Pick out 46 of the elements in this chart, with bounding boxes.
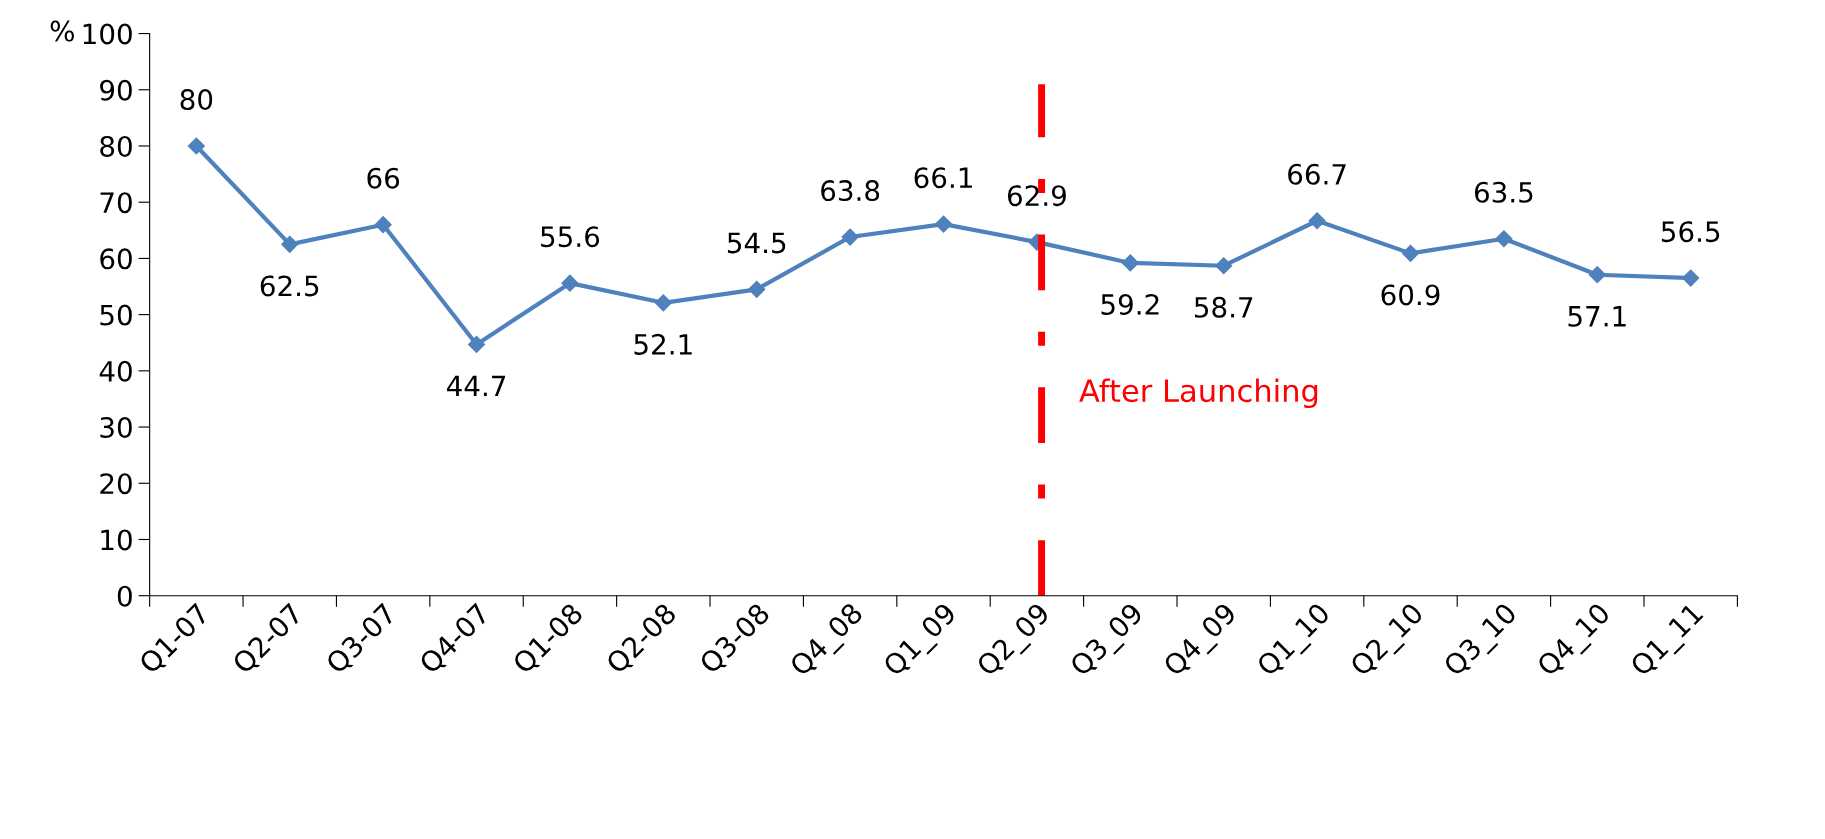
data-label: 63.8 bbox=[821, 180, 880, 202]
y-tick-label: 60 bbox=[100, 248, 132, 270]
data-label: 63.5 bbox=[1474, 181, 1533, 203]
y-tick-label: 90 bbox=[100, 79, 132, 101]
data-label: 66.1 bbox=[914, 167, 972, 189]
y-tick-label: 80 bbox=[100, 135, 132, 157]
ref-line-label: After Launching bbox=[1079, 378, 1318, 409]
point bbox=[1401, 244, 1420, 262]
y-tick-label: 0 bbox=[117, 585, 132, 607]
y-tick-label: 50 bbox=[100, 304, 132, 326]
data-label: 54.5 bbox=[727, 232, 786, 254]
y-axis-title: % bbox=[50, 20, 74, 42]
data-label: 62.5 bbox=[260, 275, 319, 297]
point bbox=[748, 280, 766, 298]
point bbox=[561, 274, 579, 292]
data-label: 58.7 bbox=[1194, 296, 1253, 318]
point bbox=[187, 137, 205, 155]
y-tick-label: 30 bbox=[100, 416, 132, 438]
y-tick-label: 70 bbox=[100, 192, 132, 214]
y-tick-label: 20 bbox=[100, 473, 132, 495]
point bbox=[1682, 269, 1700, 287]
data-label: 55.6 bbox=[541, 226, 600, 248]
point bbox=[467, 335, 486, 353]
data-label: 66 bbox=[367, 167, 400, 189]
point bbox=[1495, 230, 1513, 248]
data-label: 59.2 bbox=[1101, 293, 1159, 315]
y-tick-label: 100 bbox=[83, 23, 132, 45]
data-label: 62.9 bbox=[1007, 185, 1066, 207]
point bbox=[1588, 266, 1606, 284]
data-label: 56.5 bbox=[1661, 221, 1720, 243]
point bbox=[374, 216, 392, 234]
point bbox=[934, 215, 953, 233]
point bbox=[1215, 257, 1233, 275]
point bbox=[654, 294, 672, 312]
data-label: 44.7 bbox=[446, 375, 506, 397]
point bbox=[1121, 254, 1139, 272]
y-tick-label: 10 bbox=[101, 529, 132, 551]
point bbox=[841, 228, 859, 246]
point bbox=[281, 235, 299, 253]
point bbox=[1308, 212, 1326, 230]
data-label: 57.1 bbox=[1568, 306, 1626, 327]
data-label: 52.1 bbox=[634, 333, 692, 355]
y-tick-label: 40 bbox=[99, 360, 132, 382]
data-label: 66.7 bbox=[1288, 163, 1346, 185]
data-label: 60.9 bbox=[1381, 284, 1440, 306]
data-label: 80 bbox=[180, 89, 213, 111]
